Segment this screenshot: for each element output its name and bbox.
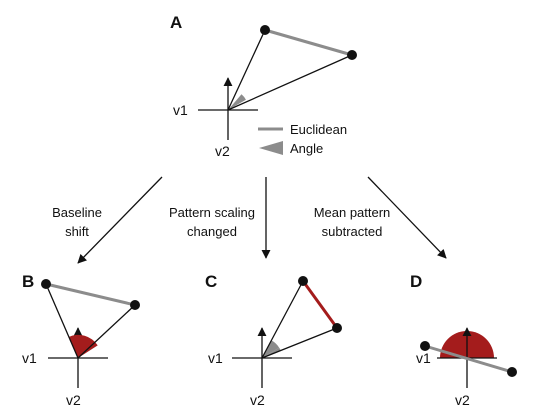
transition-d-line1: Mean pattern: [314, 205, 391, 220]
panel-c-y-label: v2: [250, 392, 265, 408]
panel-c-euclidean-line: [301, 280, 339, 329]
panel-a-vector-1: [227, 29, 266, 111]
transition-arrows: Baseline shift Pattern scaling changed M…: [52, 176, 447, 264]
panel-a-point-1: [260, 25, 270, 35]
transition-c-line1: Pattern scaling: [169, 205, 255, 220]
transition-c-line2: changed: [187, 224, 237, 239]
panel-b-vector-2: [77, 304, 136, 359]
panel-d-euclidean-line: [424, 344, 513, 374]
panel-b-x-label: v1: [22, 350, 37, 366]
panel-a-vector-2: [227, 54, 353, 111]
legend-angle-swatch: [259, 141, 283, 155]
transition-b-line1: Baseline: [52, 205, 102, 220]
legend-euclidean-label: Euclidean: [290, 122, 347, 137]
panel-c-vector-1: [261, 280, 304, 359]
panel-d-point-1: [420, 341, 430, 351]
panel-a-y-label: v2: [215, 143, 230, 159]
panel-c-point-2: [332, 323, 342, 333]
panel-b-point-2: [130, 300, 140, 310]
panel-d-y-label: v2: [455, 392, 470, 408]
panel-c-vector-2: [261, 327, 338, 359]
panel-c-angle-wedge-2: [262, 340, 280, 358]
panel-d-letter: D: [410, 272, 422, 291]
panel-b: B v1 v2: [22, 272, 140, 408]
panel-d-x-label: v1: [416, 350, 431, 366]
panel-d: D v1 v2: [410, 272, 517, 408]
transition-d-line2: subtracted: [322, 224, 383, 239]
panel-b-vector-1: [45, 283, 79, 359]
panel-c-point-1: [298, 276, 308, 286]
legend-angle-label: Angle: [290, 141, 323, 156]
panel-c: C v1 v2: [205, 272, 342, 408]
panel-a-letter: A: [170, 13, 182, 32]
panel-c-x-label: v1: [208, 350, 223, 366]
panel-b-point-1: [41, 279, 51, 289]
panel-b-euclidean-line: [45, 282, 136, 307]
transition-b-line2: shift: [65, 224, 89, 239]
panel-a-x-label: v1: [173, 102, 188, 118]
panel-d-point-2: [507, 367, 517, 377]
legend: Euclidean Angle: [258, 122, 347, 156]
panel-b-letter: B: [22, 272, 34, 291]
panel-a-angle-wedge: [228, 94, 246, 110]
arrow-to-d: [367, 176, 447, 259]
panel-a: A v1 v2: [170, 13, 357, 159]
panel-b-y-label: v2: [66, 392, 81, 408]
arrow-to-b: [77, 176, 163, 264]
panel-a-point-2: [347, 50, 357, 60]
panel-a-euclidean-line: [264, 28, 353, 57]
panel-c-letter: C: [205, 272, 217, 291]
